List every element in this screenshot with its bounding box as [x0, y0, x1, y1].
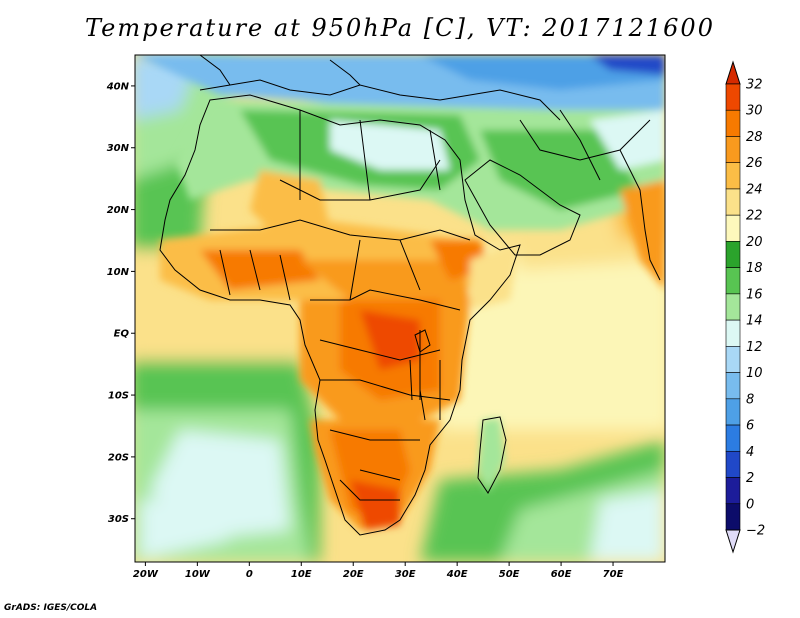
colorbar-top-arrow [725, 60, 741, 85]
map-title: Temperature at 950hPa [C], VT: 201712160… [85, 14, 715, 42]
lat-tick-label: 30N [107, 143, 130, 154]
colorbar-label: 2 [746, 471, 754, 486]
lon-tick-label: 60E [551, 569, 572, 580]
colorbar-segment [725, 83, 741, 111]
colorbar-bottom-arrow [725, 529, 741, 554]
colorbar-label: 32 [746, 78, 763, 93]
colorbar-label: 6 [746, 419, 754, 434]
colorbar-segment [725, 241, 741, 268]
credit-text: GrADS: IGES/COLA [4, 603, 98, 613]
colorbar-segment [725, 319, 741, 347]
lon-tick-label: 40E [446, 569, 468, 580]
colorbar-segment [725, 109, 741, 137]
colorbar-label: 8 [746, 392, 754, 407]
colorbar-label: 18 [746, 261, 763, 276]
colorbar-segment [725, 214, 741, 242]
colorbar-label: 16 [746, 287, 763, 302]
colorbar-segment [725, 267, 741, 295]
colorbar-label: 12 [746, 340, 763, 355]
colorbar-label: 0 [746, 497, 754, 512]
colorbar-segment [725, 188, 741, 216]
colorbar-label: −2 [746, 524, 765, 539]
map-field [135, 55, 665, 562]
lat-tick-label: 10N [107, 267, 130, 278]
latitude-axis: 40N 30N 20N 10N EQ 10S 20S 30S [106, 81, 135, 525]
colorbar-segment [725, 424, 741, 452]
colorbar-segment [725, 398, 741, 426]
lat-tick-label: 10S [108, 391, 129, 402]
lon-tick-label: 10W [185, 569, 211, 580]
colorbar-segment [725, 162, 741, 190]
colorbar-label: 22 [746, 209, 763, 224]
colorbar-label: 24 [746, 182, 763, 197]
lat-tick-label: EQ [114, 329, 130, 340]
colorbar-segment [725, 450, 741, 478]
colorbar-label: 14 [746, 314, 763, 329]
lon-tick-label: 0 [246, 569, 253, 580]
map-frame [134, 54, 666, 563]
lon-tick-label: 30E [395, 569, 416, 580]
lon-tick-label: 20W [133, 569, 159, 580]
lon-tick-label: 10E [291, 569, 312, 580]
colorbar-segment [725, 503, 741, 531]
colorbar-label: 28 [746, 130, 763, 145]
colorbar-label: 10 [746, 366, 763, 381]
longitude-axis: 20W 10W 0 10E 20E 30E 40E 50E 60E 70E [133, 562, 624, 580]
lat-tick-label: 20N [107, 205, 130, 216]
lon-tick-label: 50E [499, 569, 520, 580]
colorbar-segment [725, 293, 741, 321]
colorbar-label: 4 [746, 445, 754, 460]
colorbar-segment [725, 372, 741, 400]
lat-tick-label: 30S [108, 514, 129, 525]
colorbar-segment [725, 477, 741, 505]
colorbar-segment [725, 346, 741, 373]
lon-tick-label: 20E [343, 569, 364, 580]
lon-tick-label: 70E [603, 569, 624, 580]
colorbar-label: 26 [746, 156, 763, 171]
coastlines [159, 55, 661, 536]
lat-tick-label: 40N [106, 81, 130, 92]
colorbar-label: 30 [746, 104, 763, 119]
colorbar-segment [725, 136, 741, 164]
lat-tick-label: 20S [108, 452, 129, 463]
colorbar-label: 20 [746, 235, 763, 250]
